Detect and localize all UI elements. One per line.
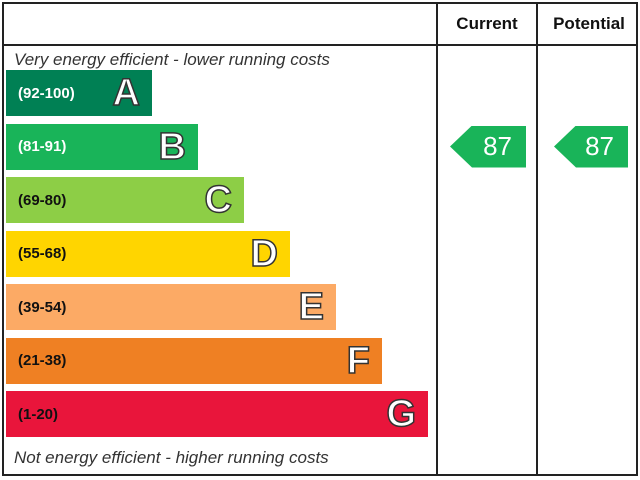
rating-band-c: (69-80) C (6, 177, 244, 223)
band-letter: B (158, 125, 187, 168)
efficient-note: Very energy efficient - lower running co… (14, 50, 330, 69)
band-range-label: (81-91) (18, 138, 67, 155)
rating-band-d: (55-68) D (6, 230, 290, 277)
footer-divider (4, 474, 636, 476)
band-letter: A (112, 72, 141, 114)
band-range-label: (39-54) (18, 298, 67, 316)
rating-band-g: (1-20) G (6, 391, 428, 437)
band-range-label: (1-20) (18, 405, 59, 423)
potential-column-header: Potential (553, 14, 625, 33)
potential-column-divider (536, 4, 538, 474)
rating-band-a: (92-100) A (6, 70, 152, 116)
current-rating-arrow: 87 (450, 125, 526, 168)
band-letter: F (346, 339, 371, 382)
current-column-header: Current (456, 14, 518, 33)
band-letter: E (298, 286, 325, 328)
band-letter: G (386, 393, 417, 435)
band-letter: D (250, 232, 279, 275)
potential-rating-arrow: 87 (554, 125, 628, 168)
current-column-divider (436, 4, 438, 474)
band-range-label: (55-68) (18, 245, 67, 262)
rating-band-e: (39-54) E (6, 284, 336, 330)
rating-band-b: (81-91) B (6, 123, 198, 170)
band-letter: C (204, 179, 233, 221)
band-range-label: (21-38) (18, 352, 67, 369)
band-range-label: (92-100) (18, 84, 75, 102)
inefficient-note: Not energy efficient - higher running co… (14, 448, 329, 467)
rating-band-f: (21-38) F (6, 337, 382, 384)
header-divider (4, 44, 636, 46)
band-range-label: (69-80) (18, 191, 67, 209)
